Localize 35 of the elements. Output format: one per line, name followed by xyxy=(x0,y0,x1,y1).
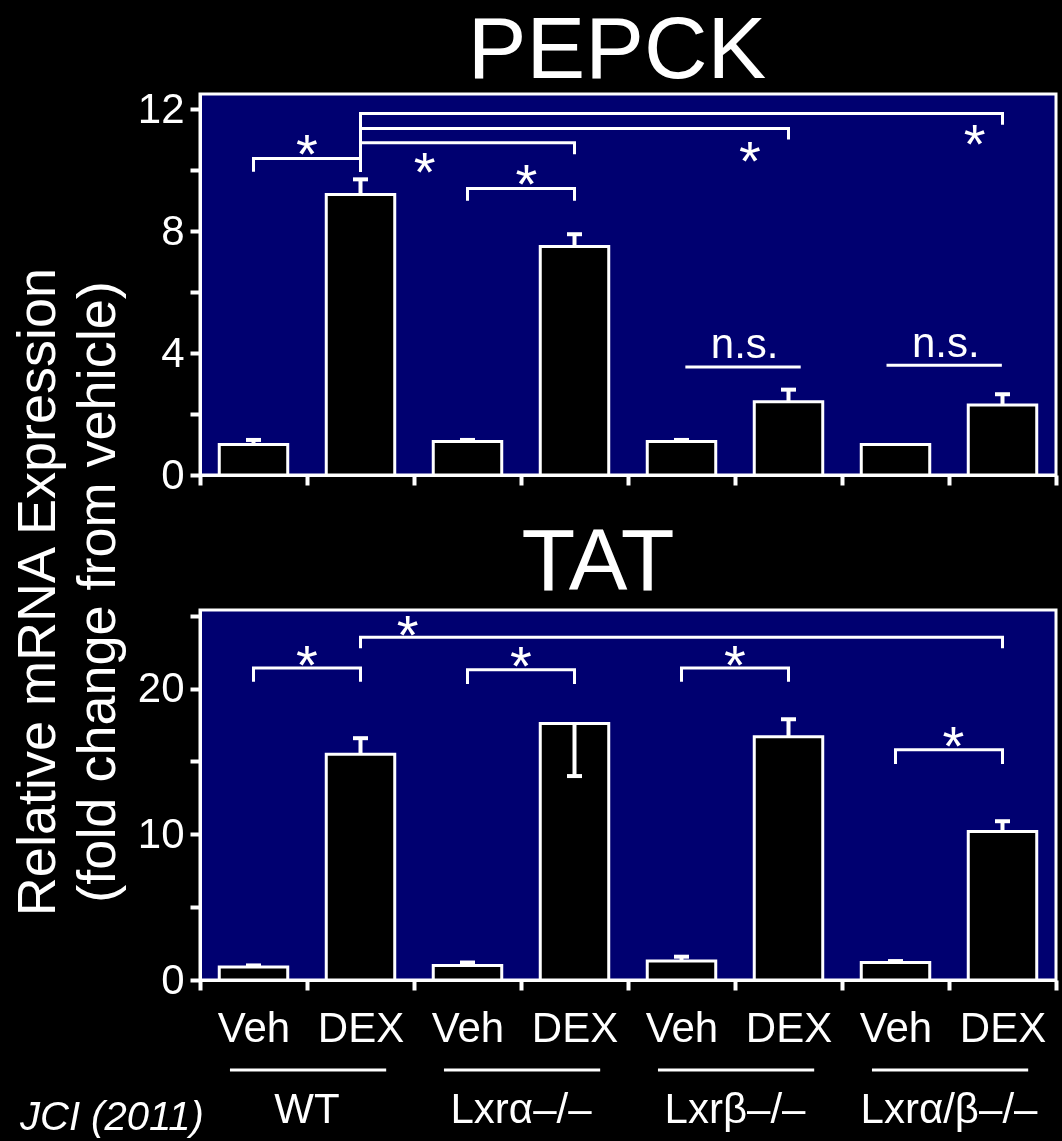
y-tick-label: 0 xyxy=(161,450,185,498)
y-tick-label: 4 xyxy=(161,328,185,376)
annotation: * xyxy=(296,632,318,696)
annotation: * xyxy=(413,140,436,204)
text: Lxrβ–/– xyxy=(664,1085,807,1132)
x-tick-label: DEX xyxy=(745,1003,833,1051)
annotation: * xyxy=(515,151,538,215)
annotation: * xyxy=(396,602,419,666)
annotation: * xyxy=(510,633,532,697)
y-tick-label: 10 xyxy=(137,809,185,857)
x-tick-label: Veh xyxy=(217,1003,291,1051)
annotation: n.s. xyxy=(911,319,980,367)
x-tick-label: Veh xyxy=(859,1003,933,1051)
y-tick-label: 0 xyxy=(161,955,185,1003)
y-tick-label: 12 xyxy=(137,84,185,132)
text: Lxrα–/– xyxy=(450,1085,593,1132)
y-axis-title: Relative mRNA Expression (fold change from vehicle) xyxy=(6,267,126,917)
x-tick-label: Veh xyxy=(431,1003,505,1051)
x-tick-label: Veh xyxy=(645,1003,719,1051)
annotation: * xyxy=(739,128,761,192)
annotation: n.s. xyxy=(710,319,779,367)
chart-title: TAT xyxy=(521,510,675,609)
text: JCI (2011) xyxy=(19,1094,204,1138)
y-tick-label: 20 xyxy=(137,664,185,712)
annotation: * xyxy=(963,112,986,176)
x-tick-label: DEX xyxy=(531,1003,619,1051)
annotation: * xyxy=(296,122,318,186)
y-tick-label: 8 xyxy=(161,206,185,254)
text: WT xyxy=(274,1085,340,1132)
x-tick-label: DEX xyxy=(959,1003,1047,1051)
text: Lxrα/β–/– xyxy=(860,1085,1039,1132)
annotation: * xyxy=(942,714,965,778)
x-tick-label: DEX xyxy=(317,1003,405,1051)
annotation: * xyxy=(724,632,746,696)
chart-title: PEPCK xyxy=(467,0,767,97)
